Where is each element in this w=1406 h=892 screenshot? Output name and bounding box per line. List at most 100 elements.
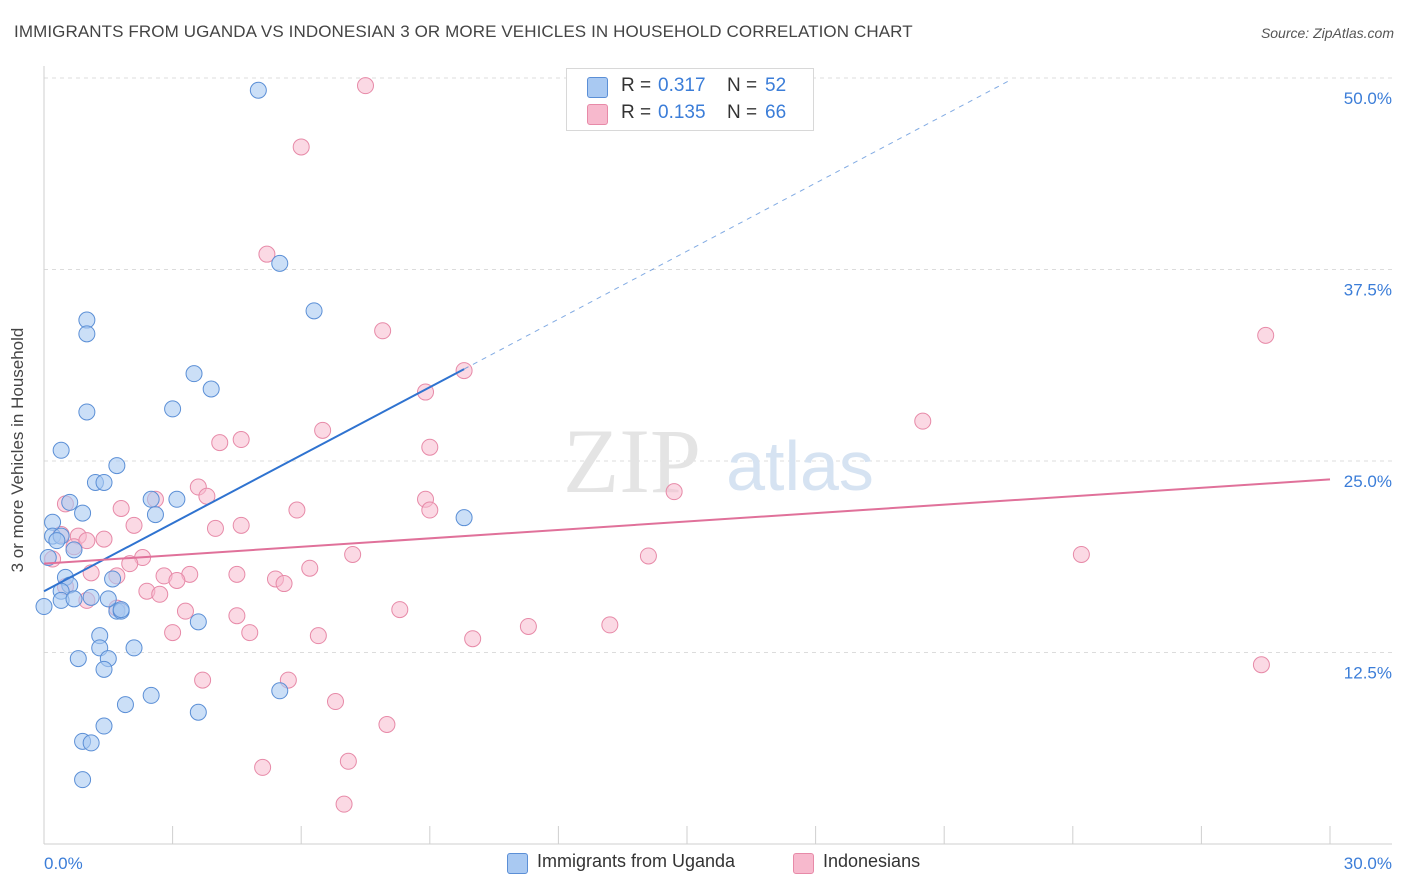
n-label: N = bbox=[727, 75, 758, 96]
uganda-point bbox=[112, 601, 130, 619]
uganda-point bbox=[74, 504, 92, 522]
uganda-point bbox=[168, 490, 186, 508]
indonesians-point bbox=[288, 501, 306, 519]
n-label: N = bbox=[727, 102, 758, 123]
series-legend: Immigrants from Uganda Indonesians bbox=[0, 851, 1406, 879]
uganda-point bbox=[146, 506, 164, 524]
indonesians-point bbox=[519, 617, 537, 635]
indonesians-point bbox=[228, 565, 246, 583]
series-uganda-points bbox=[35, 81, 473, 789]
indonesians-point bbox=[112, 499, 130, 517]
y-axis-label: 3 or more Vehicles in Household bbox=[8, 327, 27, 573]
uganda-point bbox=[249, 81, 267, 99]
y-tick-label: 37.5% bbox=[1344, 281, 1392, 300]
y-tick-label: 50.0% bbox=[1344, 89, 1392, 108]
y-tick-labels: 12.5% 25.0% 37.5% 50.0% bbox=[1344, 89, 1392, 683]
uganda-point bbox=[65, 541, 83, 559]
indonesians-point bbox=[275, 575, 293, 593]
indonesians-point bbox=[241, 624, 259, 642]
uganda-point bbox=[189, 613, 207, 631]
uganda-point bbox=[95, 473, 113, 491]
indonesians-point bbox=[357, 77, 374, 95]
indonesians-point bbox=[665, 483, 683, 501]
indonesians-point bbox=[421, 438, 439, 456]
uganda-point bbox=[104, 570, 122, 588]
source-label: Source: ZipAtlas.com bbox=[1260, 25, 1394, 41]
indonesians-point bbox=[95, 530, 113, 548]
indonesians-point bbox=[78, 532, 96, 550]
indonesians-point bbox=[1252, 656, 1270, 674]
indonesians-point bbox=[464, 630, 482, 648]
uganda-point bbox=[202, 380, 220, 398]
indonesians-point bbox=[326, 693, 344, 711]
gridlines bbox=[44, 77, 1392, 653]
indonesians-point bbox=[292, 138, 310, 156]
indonesians-point bbox=[168, 571, 186, 589]
uganda-trend-line bbox=[43, 368, 465, 593]
indonesians-point bbox=[421, 501, 439, 519]
uganda-trend-extension bbox=[463, 80, 1009, 370]
indonesians-point bbox=[314, 421, 332, 439]
uganda-point bbox=[142, 686, 160, 704]
indonesians-point bbox=[206, 519, 224, 537]
stats-legend: R = 0.317 N = 52 R = 0.135 N = 66 bbox=[566, 68, 814, 131]
indonesians-point bbox=[125, 516, 143, 534]
indonesians-point bbox=[309, 627, 327, 645]
n-value: 66 bbox=[765, 102, 787, 123]
indonesians-point bbox=[258, 245, 276, 263]
uganda-point bbox=[52, 441, 70, 459]
indonesians-point bbox=[211, 434, 229, 452]
chart-title: IMMIGRANTS FROM UGANDA VS INDONESIAN 3 O… bbox=[14, 22, 913, 41]
uganda-swatch bbox=[587, 77, 608, 98]
indonesians-point bbox=[601, 616, 619, 634]
uganda-point bbox=[82, 734, 100, 752]
uganda-point bbox=[125, 639, 143, 657]
indonesians-point bbox=[1072, 545, 1090, 563]
x-tick-label: 0.0% bbox=[44, 854, 83, 873]
axes bbox=[43, 66, 1392, 845]
indonesians-point bbox=[228, 607, 246, 625]
indonesians-point bbox=[121, 555, 139, 573]
uganda-point bbox=[95, 717, 113, 735]
uganda-point bbox=[39, 549, 57, 567]
indonesians-point bbox=[335, 795, 353, 813]
uganda-point bbox=[108, 457, 126, 475]
uganda-legend-swatch bbox=[507, 853, 528, 874]
uganda-point bbox=[78, 325, 96, 343]
indonesians-point bbox=[232, 516, 250, 534]
indonesians-point bbox=[151, 585, 169, 603]
uganda-point bbox=[69, 650, 87, 668]
indonesians-point bbox=[176, 602, 194, 620]
indonesians-point bbox=[254, 758, 272, 776]
y-tick-label: 25.0% bbox=[1344, 472, 1392, 491]
indonesians-point bbox=[344, 545, 362, 563]
watermark-atlas: atlas bbox=[726, 427, 874, 505]
uganda-point bbox=[61, 493, 79, 511]
uganda-point bbox=[116, 696, 134, 714]
r-value: 0.135 bbox=[658, 102, 706, 123]
r-value: 0.317 bbox=[658, 75, 706, 96]
series-indonesians-points bbox=[44, 77, 1275, 813]
n-value: 52 bbox=[765, 75, 787, 96]
uganda-point bbox=[305, 302, 323, 320]
r-label: R = bbox=[621, 102, 652, 123]
legend-label: Immigrants from Uganda bbox=[537, 851, 736, 871]
indonesians-trend-line bbox=[43, 478, 1331, 565]
trend-lines bbox=[43, 80, 1331, 593]
uganda-point bbox=[35, 598, 53, 616]
uganda-point bbox=[142, 490, 160, 508]
uganda-point bbox=[271, 254, 289, 272]
uganda-point bbox=[74, 771, 92, 789]
uganda-point bbox=[65, 590, 83, 608]
indonesians-point bbox=[639, 547, 657, 565]
uganda-point bbox=[78, 403, 96, 421]
indonesians-point bbox=[455, 362, 473, 380]
indonesians-point bbox=[194, 671, 212, 689]
uganda-point bbox=[82, 588, 100, 606]
indonesians-point bbox=[914, 412, 932, 430]
uganda-point bbox=[164, 400, 182, 418]
uganda-point bbox=[189, 703, 207, 721]
indonesians-point bbox=[164, 624, 182, 642]
indonesians-swatch bbox=[587, 104, 608, 125]
